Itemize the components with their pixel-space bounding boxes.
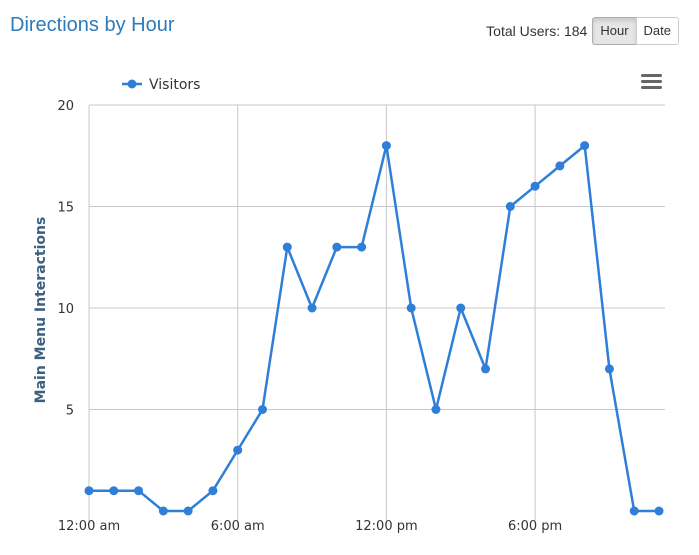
axis-tick-labels: 5 10 15 20 12:00 am 6:00 am 12:00 pm 6:00 pm (57, 99, 562, 534)
page-title: Directions by Hour (10, 14, 175, 36)
x-tick-label: 6:00 am (211, 519, 265, 534)
data-point[interactable] (629, 506, 639, 516)
data-point[interactable] (530, 181, 540, 191)
data-point[interactable] (282, 242, 292, 252)
series-visitors (84, 141, 664, 516)
data-point[interactable] (134, 486, 144, 496)
y-axis-title: Main Menu Interactions (33, 217, 49, 404)
data-point[interactable] (307, 303, 317, 313)
grid-lines (88, 104, 665, 521)
data-point[interactable] (381, 141, 391, 151)
data-point[interactable] (406, 303, 416, 313)
total-users-count: Total Users: 184 (486, 23, 588, 39)
y-tick-label: 5 (66, 404, 74, 419)
y-tick-label: 15 (57, 201, 74, 216)
data-point[interactable] (233, 445, 243, 455)
legend[interactable]: Visitors (122, 77, 200, 93)
data-point[interactable] (357, 242, 367, 252)
hamburger-menu-icon[interactable] (638, 72, 662, 90)
data-point[interactable] (183, 506, 193, 516)
data-point[interactable] (332, 242, 342, 252)
legend-marker (127, 79, 137, 89)
legend-label-visitors: Visitors (149, 77, 200, 93)
data-point[interactable] (84, 486, 94, 496)
y-tick-label: 10 (57, 302, 74, 317)
x-tick-label: 12:00 am (58, 519, 120, 534)
series-line-visitors (89, 144, 659, 513)
x-tick-label: 6:00 pm (508, 519, 562, 534)
data-point[interactable] (654, 506, 664, 516)
data-point[interactable] (456, 303, 466, 313)
data-point[interactable] (158, 506, 168, 516)
data-point[interactable] (604, 364, 614, 374)
data-point[interactable] (208, 486, 218, 496)
date-button[interactable]: Date (635, 17, 679, 45)
data-point[interactable] (109, 486, 119, 496)
data-point[interactable] (580, 141, 590, 151)
data-point[interactable] (257, 405, 267, 414)
data-point[interactable] (481, 364, 491, 374)
x-tick-label: 12:00 pm (355, 519, 418, 534)
header-toolbar: Total Users: 184 Hour Date (486, 17, 679, 45)
granularity-toggle: Hour Date (592, 17, 679, 45)
hour-button[interactable]: Hour (592, 17, 637, 45)
data-point[interactable] (431, 405, 441, 414)
data-point[interactable] (505, 202, 515, 211)
data-point[interactable] (555, 161, 565, 171)
y-tick-label: 20 (57, 99, 74, 114)
